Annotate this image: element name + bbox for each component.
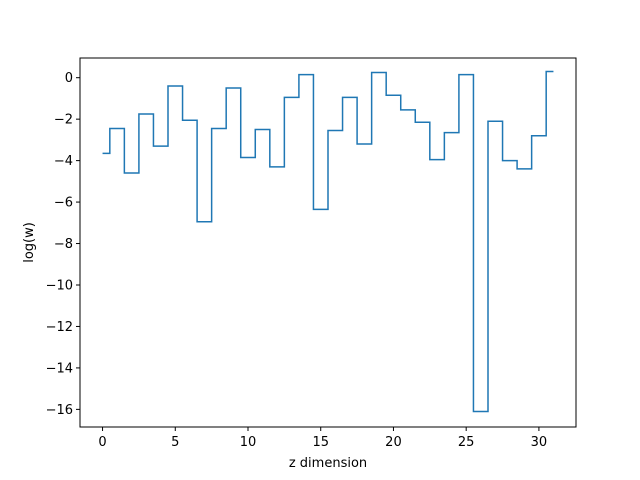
y-tick-label: −12 bbox=[46, 320, 73, 335]
y-tick-label: −10 bbox=[46, 278, 73, 293]
y-tick-label: −2 bbox=[54, 113, 73, 128]
x-tick-label: 20 bbox=[385, 435, 402, 450]
y-tick-label: −14 bbox=[46, 361, 73, 376]
x-tick-label: 30 bbox=[531, 435, 548, 450]
series-line-0 bbox=[102, 70, 554, 413]
x-axis-label: z dimension bbox=[289, 456, 367, 471]
plot-area bbox=[102, 70, 554, 413]
x-tick-label: 15 bbox=[312, 435, 329, 450]
plot-frame bbox=[79, 57, 577, 428]
x-tick-label: 25 bbox=[458, 435, 475, 450]
y-tick-label: −8 bbox=[54, 237, 73, 252]
y-tick-label: −6 bbox=[54, 196, 73, 211]
x-tick-label: 5 bbox=[171, 435, 179, 450]
y-axis-label: log(w) bbox=[22, 222, 37, 263]
y-tick-label: 0 bbox=[65, 71, 73, 86]
y-tick-label: −4 bbox=[54, 154, 73, 169]
y-tick-label: −16 bbox=[46, 403, 73, 418]
axes: 0 5 10 15 20 25 30 0 −2 −4 −6 −8 −10 −12 −14 −16 bbox=[46, 57, 577, 450]
x-tick-label: 0 bbox=[98, 435, 106, 450]
x-tick-label: 10 bbox=[240, 435, 257, 450]
